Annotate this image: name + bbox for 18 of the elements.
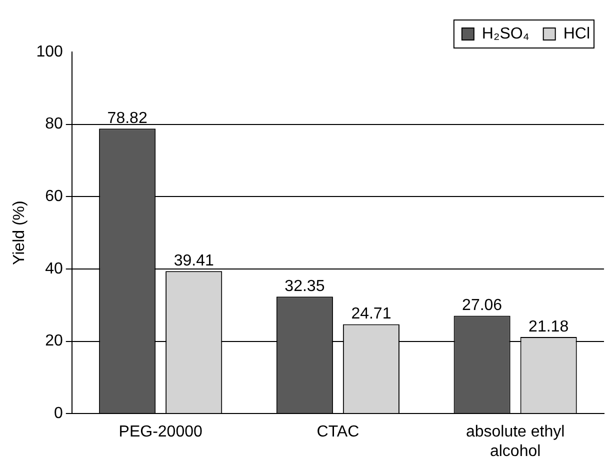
data-label: 24.71 <box>351 306 392 323</box>
x-tick-label: PEG-20000 <box>118 424 202 441</box>
legend-label: HCl <box>563 25 590 42</box>
x-tick-label: CTAC <box>316 424 360 441</box>
y-tick-label: 20 <box>45 332 63 350</box>
data-label: 39.41 <box>174 252 214 270</box>
data-label: 32.35 <box>284 278 325 296</box>
data-label: 78.82 <box>107 110 148 127</box>
y-tick-label: 0 <box>54 405 63 422</box>
y-tick-label: 100 <box>36 43 63 60</box>
legend-label: H₂SO₄ <box>482 25 530 42</box>
y-tick-label: 80 <box>45 116 63 133</box>
x-tick-label: absolute ethyl alcohol <box>466 424 565 460</box>
data-label: 27.06 <box>462 297 502 314</box>
y-tick-label: 60 <box>45 188 63 206</box>
y-axis-title: Yield (%) <box>11 200 28 265</box>
data-label: 21.18 <box>528 318 569 336</box>
y-tick-label: 40 <box>45 260 63 278</box>
